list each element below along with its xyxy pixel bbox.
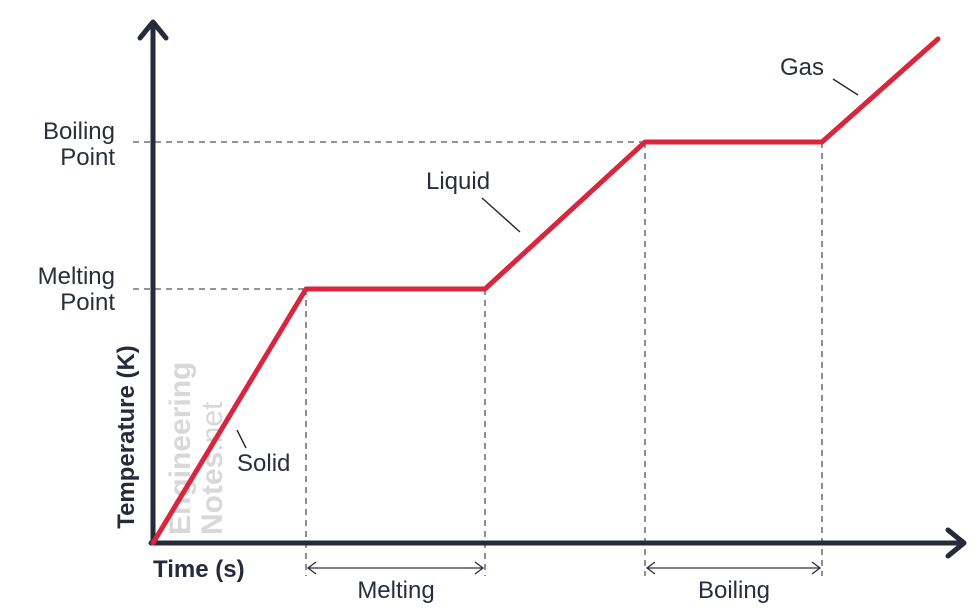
x-axis-arrowhead	[945, 527, 967, 559]
y-axis-arrowhead	[137, 19, 169, 41]
liquid-label: Liquid	[426, 168, 490, 195]
boiling-interval-label: Boiling	[698, 577, 770, 604]
boiling-point-label-line1: Boiling	[43, 118, 115, 145]
liquid-leader	[481, 197, 521, 233]
watermark-line1: Engineering	[164, 362, 197, 535]
gas-label: Gas	[780, 54, 824, 81]
heating-curve	[150, 36, 941, 546]
boiling-point-label-line2: Point	[60, 144, 115, 171]
solid-leader	[236, 429, 247, 449]
melting-point-label-line2: Point	[60, 289, 115, 316]
boiling-interval-arrow	[645, 561, 822, 575]
x-axis-title: Time (s)	[153, 556, 245, 583]
gas-leader	[832, 78, 859, 96]
y-axis-title: Temperature (K)	[113, 345, 140, 529]
leader-lines	[236, 78, 859, 449]
melting-interval-label: Melting	[357, 577, 434, 604]
melting-point-label-line1: Melting	[38, 263, 115, 290]
interval-arrows	[306, 561, 822, 575]
melting-interval-arrow	[306, 561, 485, 575]
guide-lines	[133, 141, 823, 576]
axes	[137, 19, 967, 559]
solid-label: Solid	[237, 450, 290, 477]
